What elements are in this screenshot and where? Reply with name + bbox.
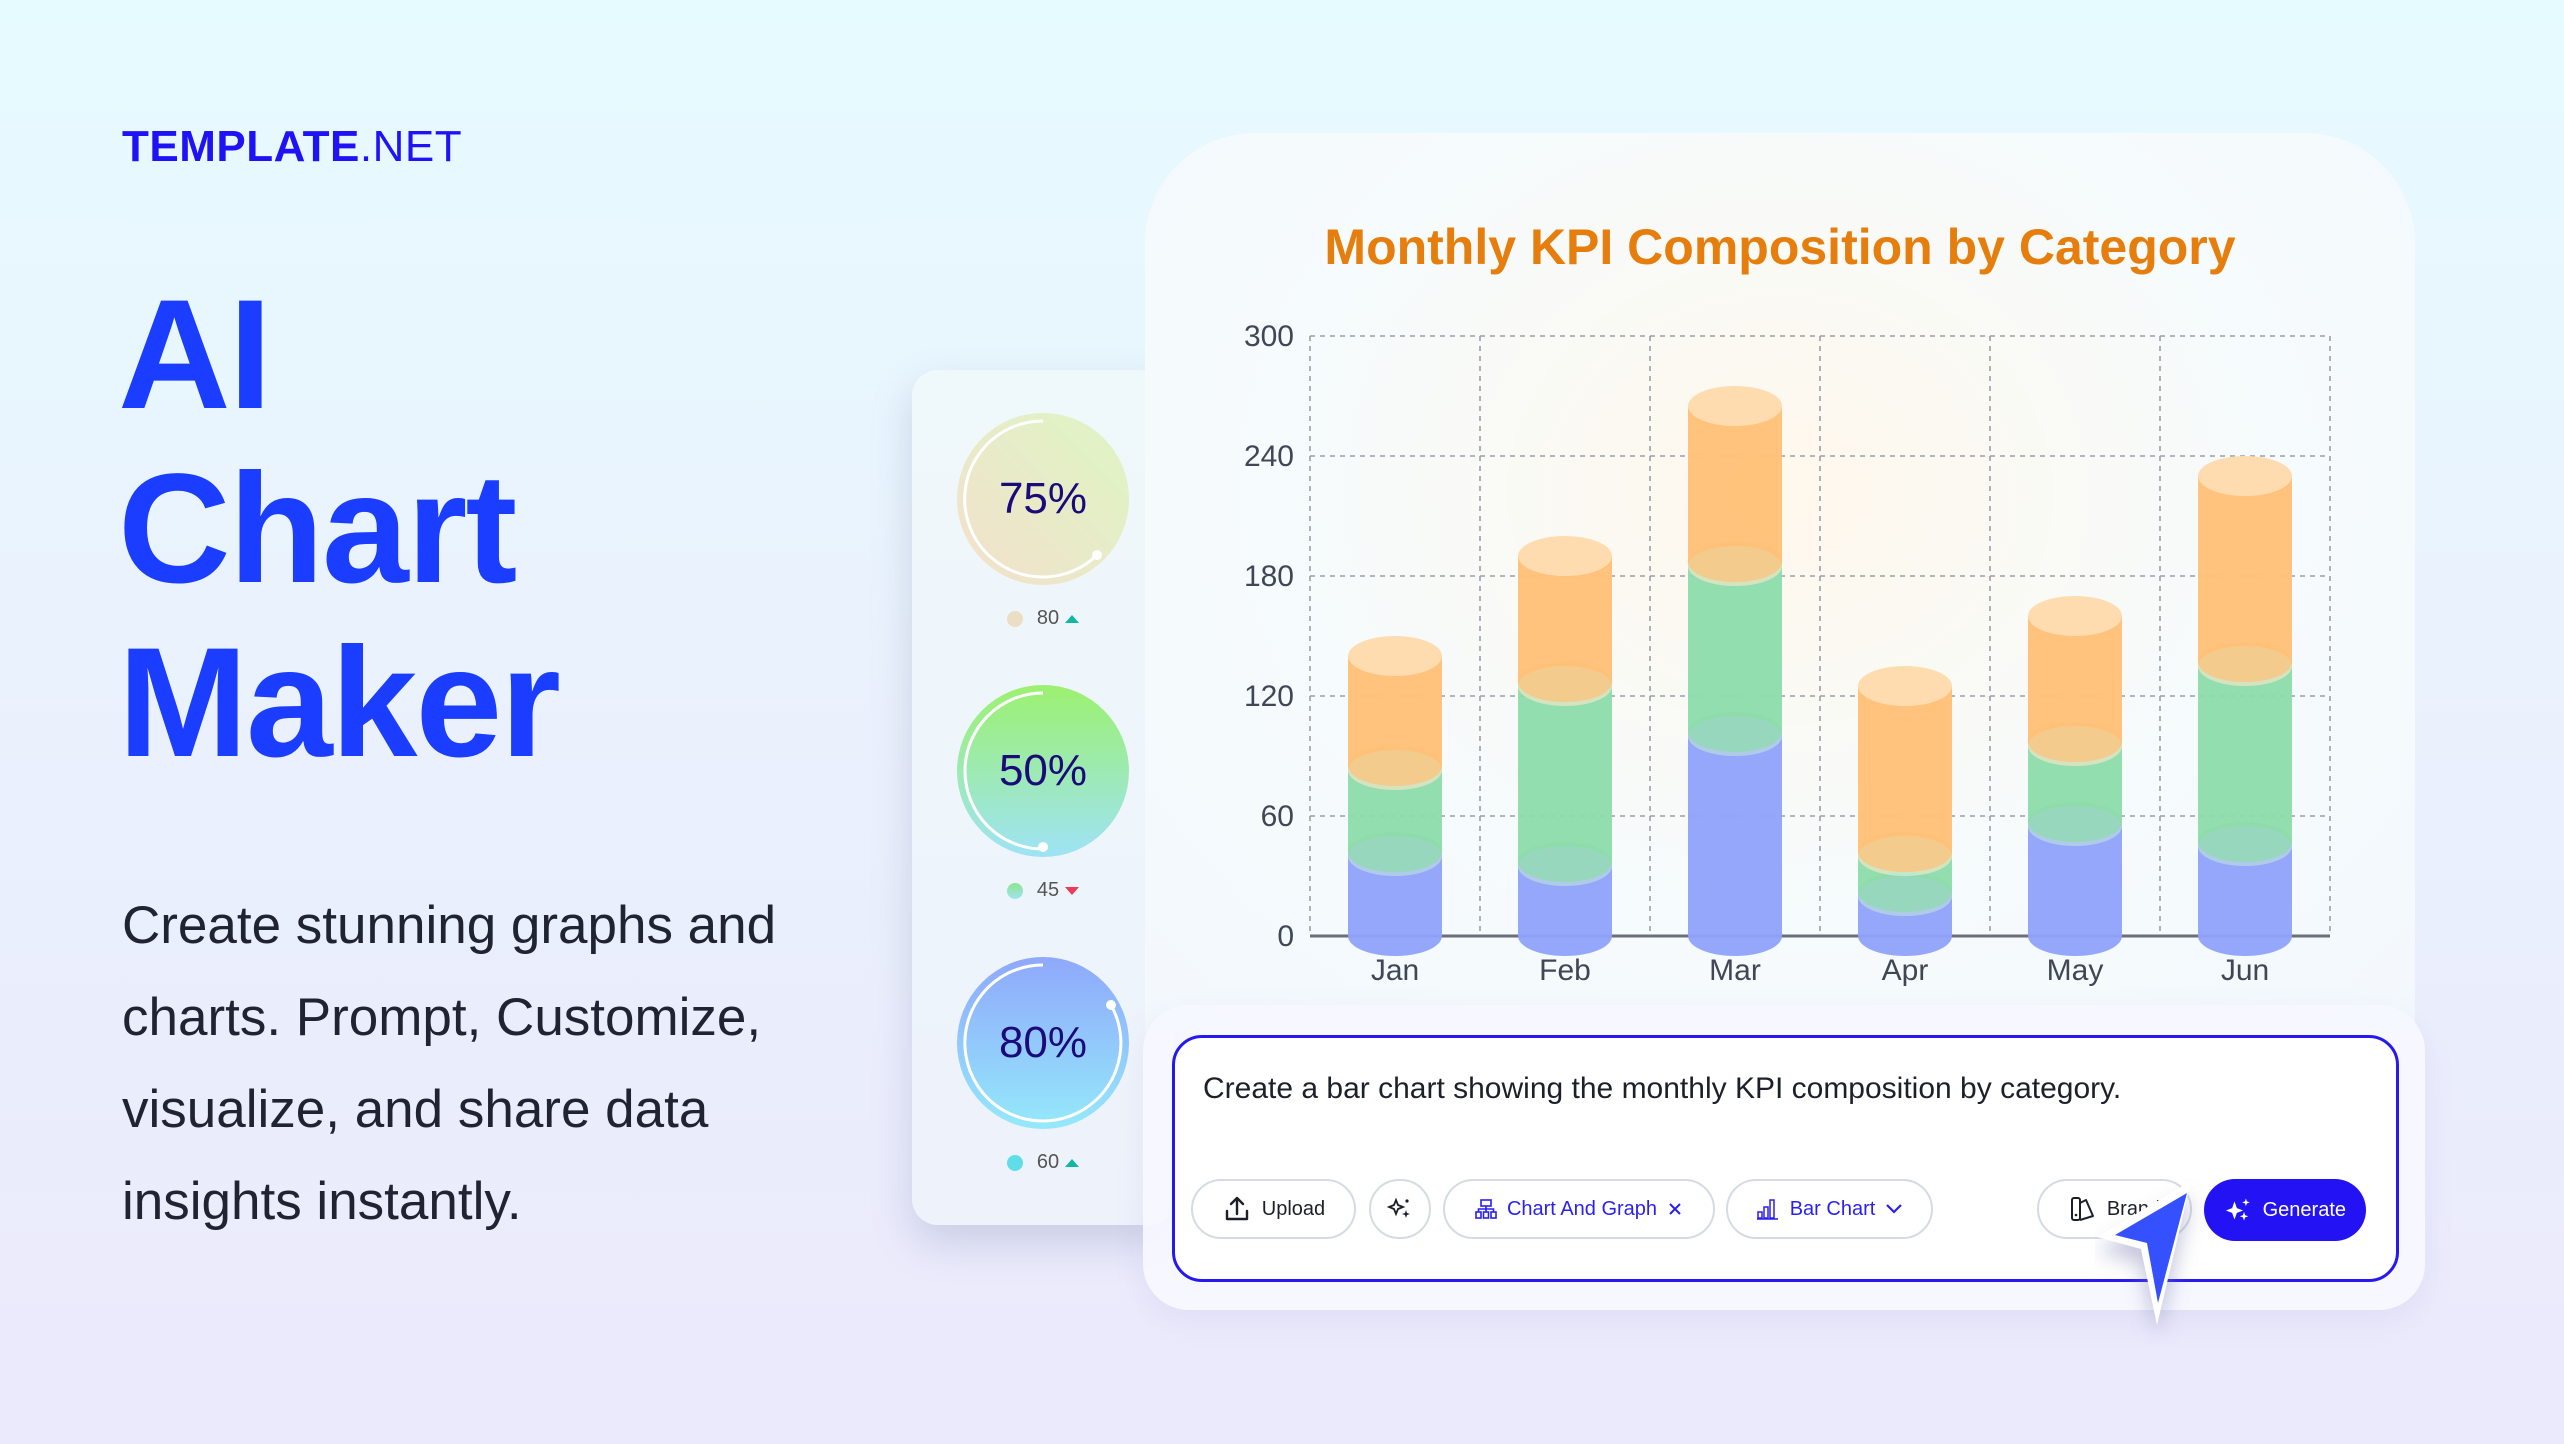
gauge-arc-icon [963,963,1123,1123]
headline-line-3: Maker [118,616,561,790]
kpi-gauge-2: 50% 45 [957,685,1129,902]
bar-chart-dropdown[interactable]: Bar Chart [1726,1179,1933,1239]
x-tick-label: Jun [2221,954,2269,987]
hero-description: Create stunning graphs and charts. Promp… [122,896,777,1231]
chart-and-graph-chip[interactable]: Chart And Graph [1443,1179,1715,1239]
dropdown-label: Bar Chart [1789,1197,1876,1220]
legend-dot-icon [1006,1154,1023,1171]
kpi-value: 60 [1036,1151,1060,1173]
bar-chart-icon [1756,1199,1778,1220]
gauge-circle: 50% [957,685,1129,857]
kpi-panel: 75% 80 50% 45 80% [912,370,1175,1225]
hierarchy-icon [1475,1199,1497,1219]
gauge-arc-icon [963,691,1048,852]
y-tick-label: 180 [1244,560,1294,593]
gauge-percent: 80% [998,1018,1088,1067]
gauge-percent: 75% [998,474,1088,523]
ai-enhance-button[interactable] [1369,1179,1431,1239]
gauge-circle: 75% [957,413,1129,585]
kpi-value: 45 [1036,879,1060,901]
hero-headline: AI Chart Maker [118,268,561,790]
logo-light-text: .NET [359,122,463,171]
bar-apr [1858,666,1952,956]
mouse-cursor-icon [2097,1181,2191,1325]
sparkle-icon [1387,1197,1410,1218]
chevron-down-icon [1886,1204,1903,1214]
kpi-legend: 45 [957,879,1129,902]
kpi-legend: 80 [957,607,1129,630]
bar-jun [2198,456,2292,956]
gauge-percent: 50% [998,746,1088,795]
trend-up-icon [1065,614,1080,623]
headline-line-2: Chart [118,442,517,616]
chip-label: Chart And Graph [1506,1197,1658,1220]
prompt-panel: Create a bar chart showing the monthly K… [1143,1005,2425,1310]
y-tick-label: 120 [1244,680,1294,713]
headline-line-1: AI [118,268,272,442]
sparkle-icon [2225,1198,2250,1221]
chart-title: Monthly KPI Composition by Category [1324,219,2236,275]
brand-swatch-icon [2070,1197,2094,1221]
legend-dot-icon [1006,610,1023,627]
stacked-cylinder-bar-chart: 0 60 120 180 240 300 Jan Feb Mar Apr May Jun [1244,320,2331,987]
gauge-arc-icon [963,419,1102,579]
prompt-text[interactable]: Create a bar chart showing the monthly K… [1203,1072,2122,1105]
bar-may [2028,596,2122,956]
y-tick-label: 300 [1244,320,1294,353]
generate-label: Generate [2262,1198,2346,1221]
trend-down-icon [1065,886,1080,895]
prompt-input-box[interactable]: Create a bar chart showing the monthly K… [1172,1035,2399,1282]
trend-up-icon [1065,1158,1080,1167]
x-tick-label: Mar [1709,954,1761,987]
legend-dot-icon [1006,882,1023,899]
x-tick-label: May [2047,954,2104,987]
kpi-gauge-1: 75% 80 [957,413,1129,630]
chart-card: Monthly KPI Composition by Category 0 60 1… [1145,133,2415,1033]
x-tick-label: Jan [1371,954,1419,987]
kpi-gauge-3: 80% 60 [957,957,1129,1174]
upload-button[interactable]: Upload [1191,1179,1356,1239]
y-tick-label: 60 [1261,800,1294,833]
template-net-logo: TEMPLATE.NET [122,122,462,172]
x-tick-label: Feb [1539,954,1591,987]
bar-feb [1518,536,1612,956]
y-tick-label: 0 [1277,920,1294,953]
bar-mar [1688,386,1782,956]
x-tick-label: Apr [1882,954,1929,987]
generate-button[interactable]: Generate [2204,1179,2366,1241]
logo-bold-text: TEMPLATE [122,122,360,171]
kpi-legend: 60 [957,1151,1129,1174]
upload-label: Upload [1261,1197,1326,1220]
kpi-value: 80 [1036,607,1060,629]
close-icon[interactable] [1667,1201,1683,1217]
upload-icon [1225,1196,1248,1221]
gauge-circle: 80% [957,957,1129,1129]
bar-jan [1348,636,1442,956]
y-tick-label: 240 [1244,440,1294,473]
